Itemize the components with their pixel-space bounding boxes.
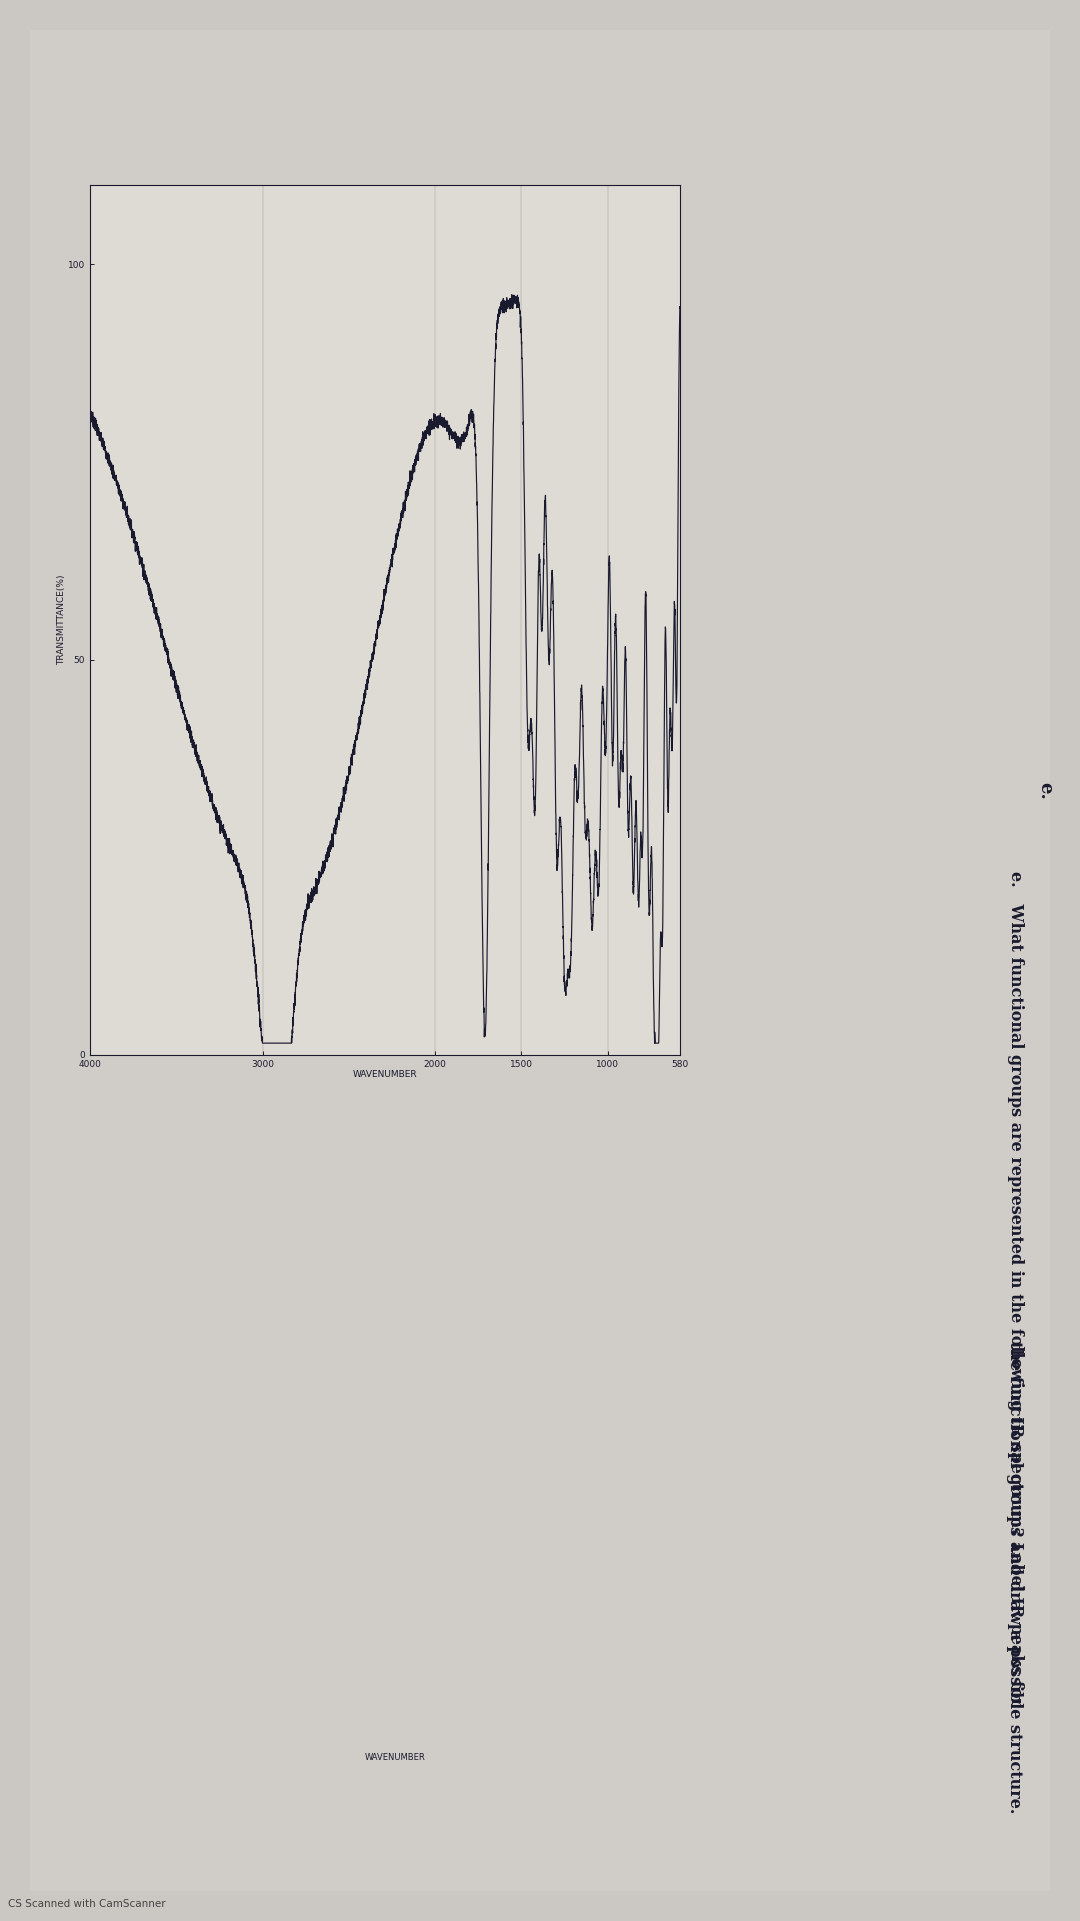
Text: e.: e.	[1036, 782, 1054, 799]
Y-axis label: TRANSMITTANCE(%): TRANSMITTANCE(%)	[57, 574, 67, 665]
Text: the functional groups and draw a possible structure.: the functional groups and draw a possibl…	[1007, 1341, 1024, 1813]
Text: Procedi: Procedi	[120, 717, 158, 726]
Text: WAVENUMBER: WAVENUMBER	[365, 1754, 426, 1762]
Text: e.   What functional groups are represented in the following IR spectrum? Label : e. What functional groups are represente…	[1007, 870, 1024, 1706]
Text: of functional
groups: of functional groups	[120, 482, 183, 501]
X-axis label: WAVENUMBER: WAVENUMBER	[353, 1070, 417, 1080]
Text: Broad: Broad	[200, 417, 226, 425]
Text: CS Scanned with CamScanner: CS Scanned with CamScanner	[8, 1900, 165, 1909]
